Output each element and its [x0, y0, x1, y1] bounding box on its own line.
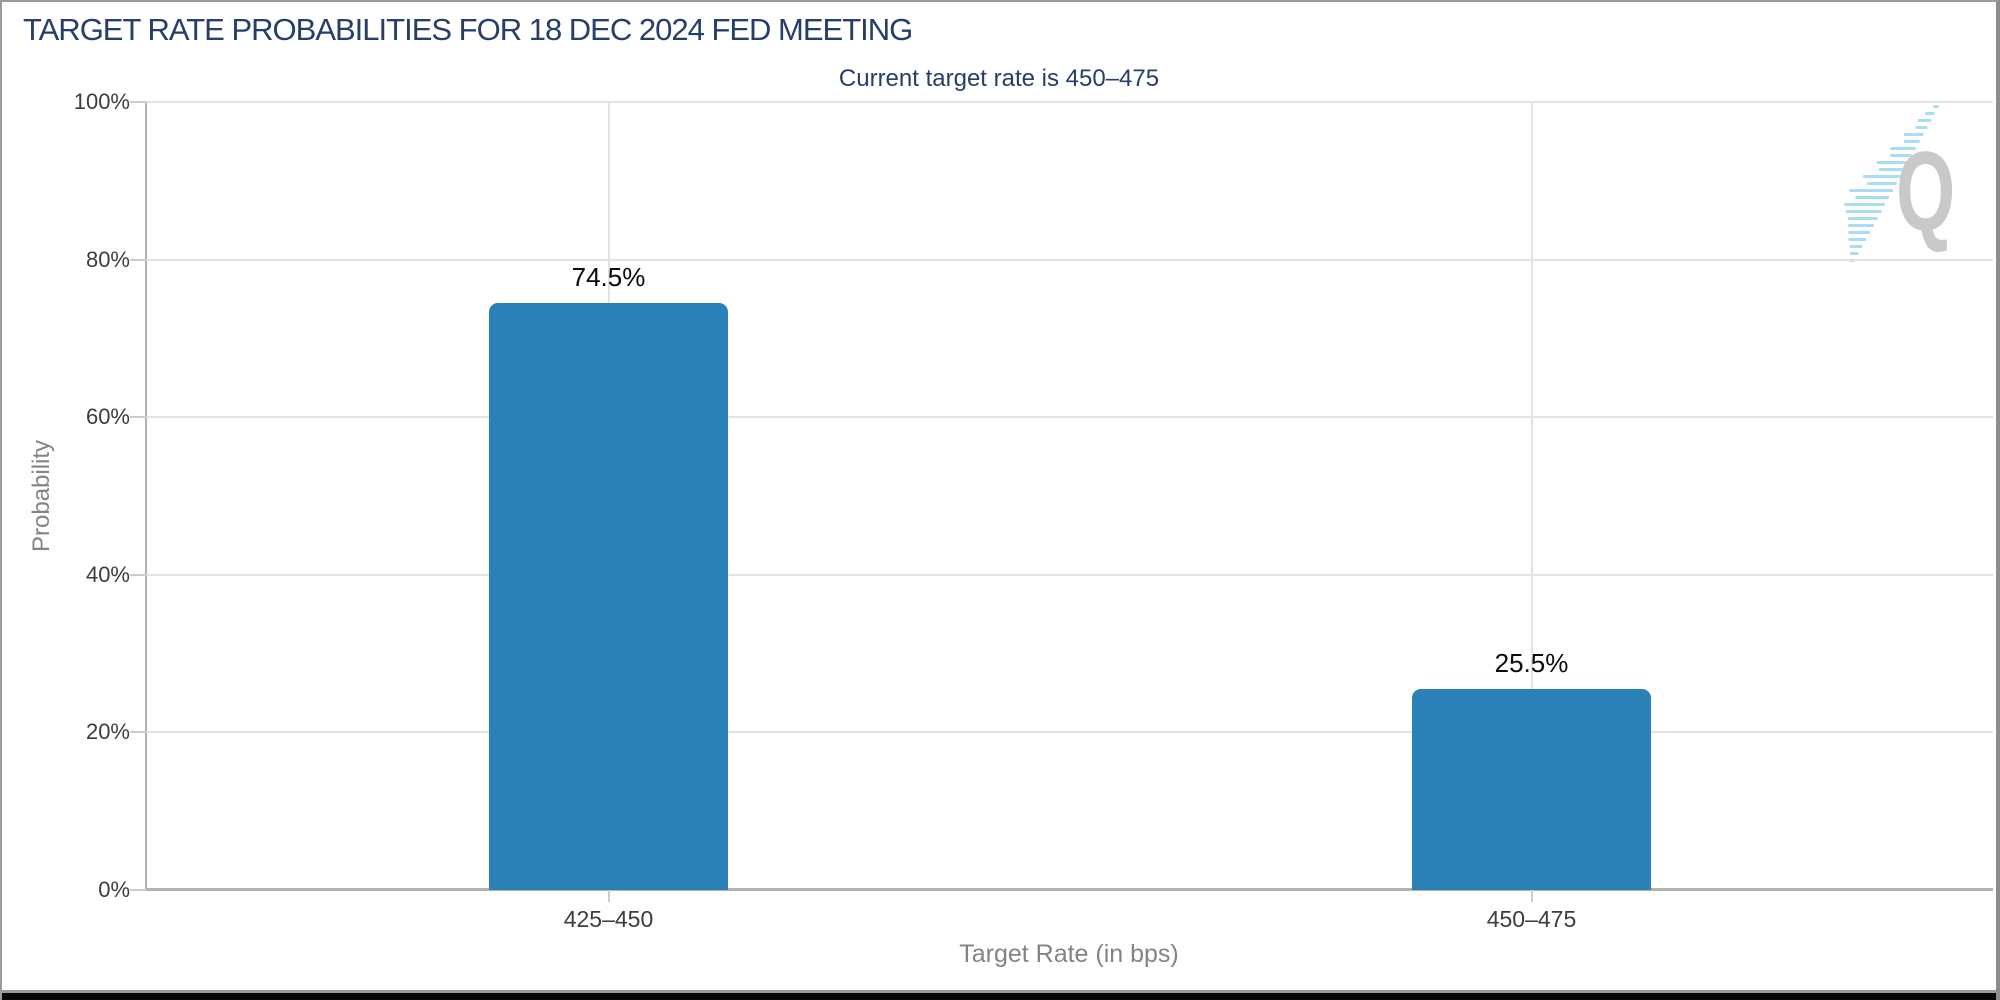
chart-title: TARGET RATE PROBABILITIES FOR 18 DEC 202…: [23, 12, 913, 47]
bottom-black-bar: [2, 993, 1996, 1000]
frame-bottom-border: [2, 990, 1996, 993]
gridline-y-0: [147, 888, 1993, 891]
y-axis-tick-20: [130, 731, 147, 734]
x-axis-title: Target Rate (in bps): [959, 940, 1179, 968]
y-tick-label-0: 0%: [98, 877, 130, 902]
y-axis-tick-0: [130, 889, 147, 891]
gridline-y-80: [147, 258, 1993, 261]
y-axis-tick-40: [130, 573, 147, 576]
x-tick-label-1: 450–475: [1486, 906, 1577, 932]
plot-area: Q 74.5% 425–450 25.5% 450–475: [130, 101, 1993, 932]
chart-subtitle: Current target rate is 450–475: [838, 65, 1160, 92]
gridline-y-20: [147, 731, 1993, 734]
bar-value-label-0: 74.5%: [571, 262, 646, 293]
bar-425–450: [489, 302, 728, 890]
bar-value-label-1: 25.5%: [1494, 648, 1569, 679]
gridline-y-40: [147, 573, 1993, 576]
x-axis-tick-1: [1530, 890, 1533, 902]
watermark-speed-lines: [1844, 105, 1939, 262]
svg-text:Q: Q: [1896, 129, 1955, 254]
y-tick-label-20: 20%: [85, 719, 130, 745]
quikstrike-q-logo-watermark: Q: [1844, 105, 1955, 262]
bar-450–475: [1412, 689, 1651, 890]
category-gridline-1: [1530, 102, 1533, 890]
y-tick-label-60: 60%: [85, 404, 130, 430]
y-axis-tick-labels: 0% 20% 40% 60% 80% 100%: [2, 91, 130, 901]
y-tick-label-40: 40%: [85, 561, 130, 587]
gridline-y-100: [147, 101, 1993, 103]
y-tick-label-80: 80%: [85, 246, 130, 272]
gridline-y-60: [147, 416, 1993, 419]
watermark-q-letter: Q: [1896, 129, 1955, 254]
y-axis-tick-80: [130, 258, 147, 261]
y-axis-tick-100: [130, 101, 147, 103]
y-axis-tick-60: [130, 416, 147, 419]
y-tick-label-100: 100%: [73, 89, 130, 114]
x-tick-label-0: 425–450: [563, 906, 654, 932]
x-axis-tick-0: [607, 890, 610, 902]
